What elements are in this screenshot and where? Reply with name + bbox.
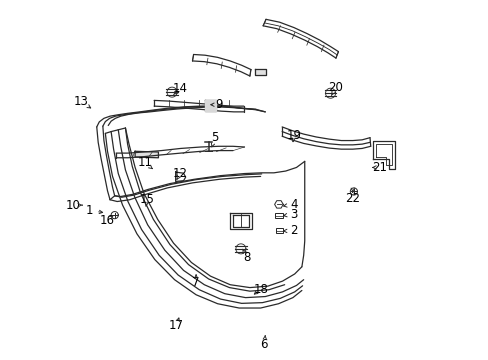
- Polygon shape: [204, 100, 215, 111]
- Text: 3: 3: [290, 208, 297, 221]
- Bar: [275, 213, 282, 219]
- Text: 7: 7: [192, 276, 200, 289]
- Text: 11: 11: [137, 156, 152, 169]
- Text: 21: 21: [372, 161, 387, 174]
- Polygon shape: [254, 69, 265, 75]
- Text: 9: 9: [215, 98, 222, 111]
- Text: 15: 15: [139, 193, 154, 206]
- Text: 18: 18: [253, 283, 267, 296]
- Text: 6: 6: [260, 338, 267, 351]
- Text: 19: 19: [286, 129, 301, 142]
- Text: 22: 22: [345, 192, 360, 205]
- Polygon shape: [135, 151, 158, 158]
- Text: 10: 10: [65, 199, 81, 212]
- Text: 17: 17: [168, 319, 183, 332]
- Text: 16: 16: [100, 214, 115, 227]
- Text: 1: 1: [86, 204, 93, 217]
- Text: 4: 4: [290, 198, 297, 211]
- Text: 2: 2: [290, 224, 297, 238]
- Text: 8: 8: [243, 251, 250, 264]
- Text: 14: 14: [173, 82, 188, 95]
- Text: 20: 20: [328, 81, 343, 94]
- Text: 13: 13: [74, 95, 89, 108]
- Text: 12: 12: [173, 167, 188, 180]
- Text: 5: 5: [211, 131, 218, 144]
- Bar: [276, 228, 283, 233]
